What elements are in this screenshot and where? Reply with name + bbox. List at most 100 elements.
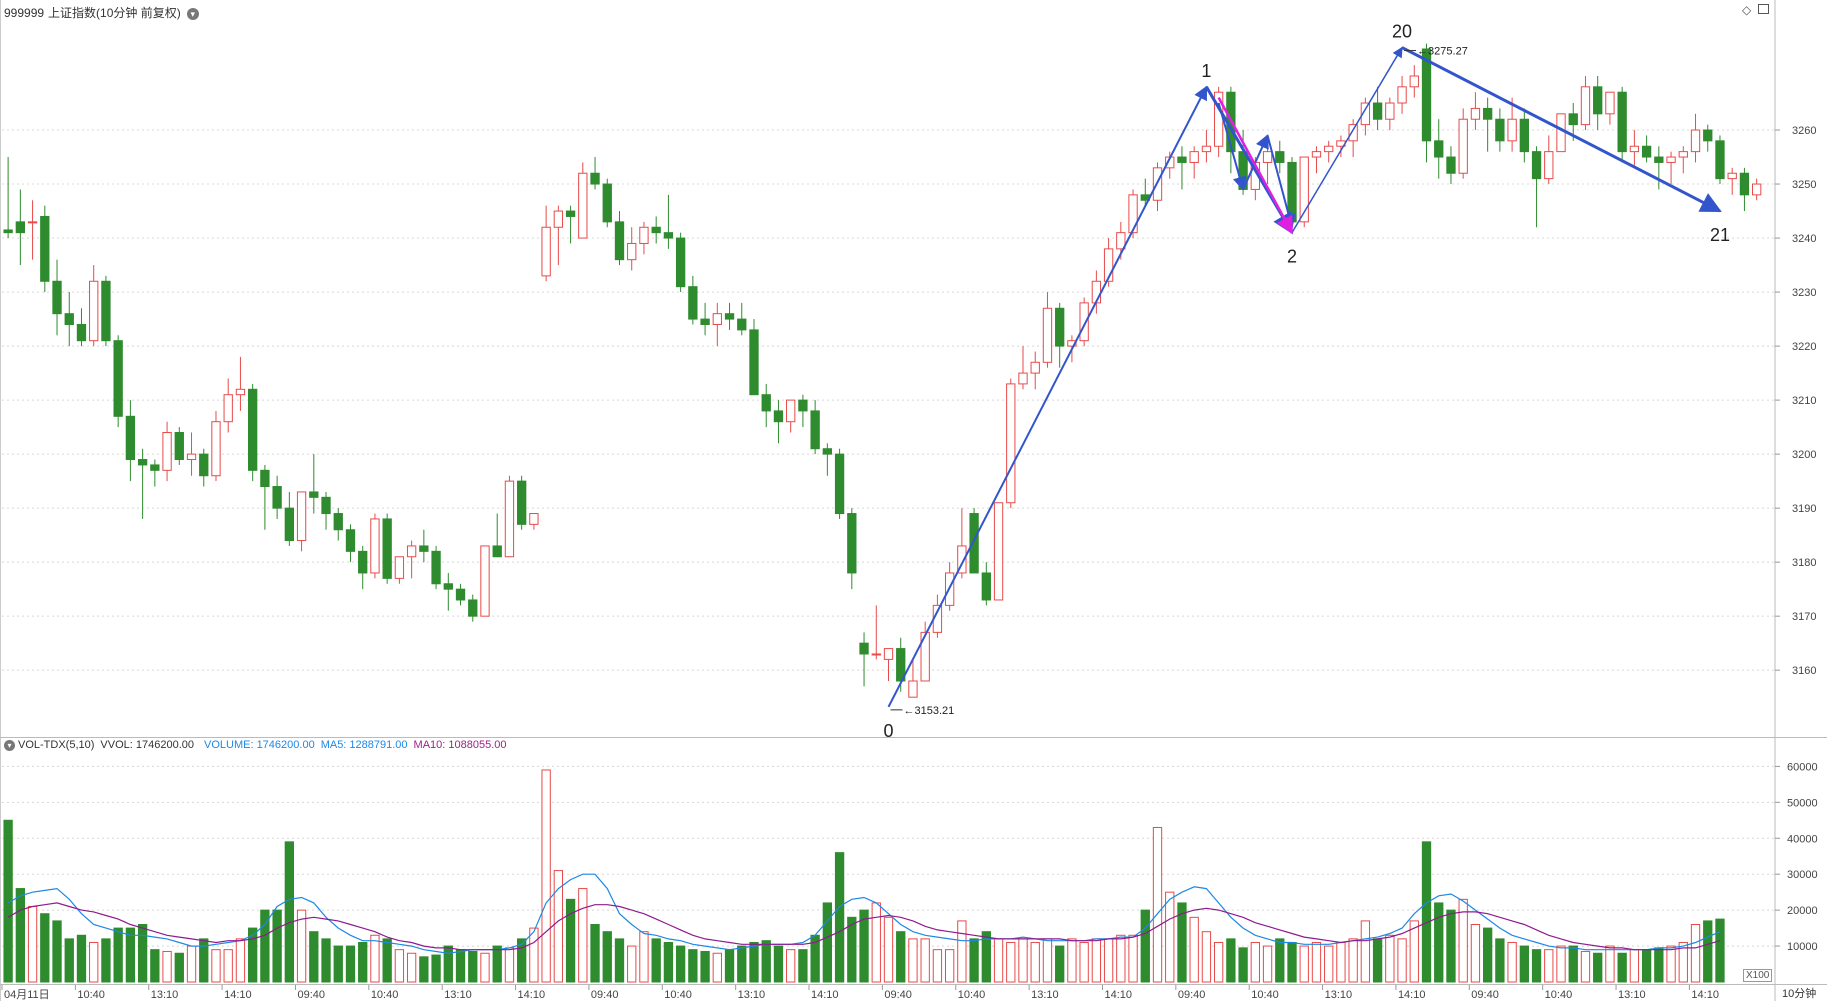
volume-bar — [443, 945, 453, 983]
volume-bar — [553, 870, 564, 983]
candle-body — [1434, 140, 1444, 158]
candle-body — [712, 313, 722, 325]
candle-body — [1324, 145, 1334, 153]
volume-bar — [1250, 941, 1260, 983]
volume-bar — [590, 924, 600, 983]
diamond-icon[interactable]: ◇ — [1742, 3, 1752, 17]
candle-body — [3, 229, 13, 234]
candle-body — [553, 210, 564, 228]
candle-body — [1727, 172, 1737, 180]
candle-body — [1128, 194, 1138, 234]
volume-bar — [1213, 941, 1224, 983]
wave-point-label: 20 — [1392, 22, 1412, 42]
volume-bar — [798, 949, 808, 983]
volume-tick-label: 20000 — [1787, 905, 1818, 917]
candle-body — [1739, 172, 1750, 196]
volume-bar — [1238, 947, 1248, 983]
volume-collapse-icon[interactable]: ▾ — [4, 740, 15, 751]
candle-body — [1042, 307, 1053, 363]
vvol-value: VVOL: 1746200.00 — [100, 739, 194, 751]
candle-body — [1116, 232, 1126, 250]
volume-bar — [822, 902, 833, 983]
volume-bar — [1140, 909, 1150, 983]
candle-body — [749, 329, 759, 396]
volume-bar — [737, 945, 747, 983]
volume-bar — [1103, 938, 1114, 983]
candle-body — [480, 545, 490, 617]
volume-bar — [382, 938, 392, 983]
title-dropdown-icon[interactable]: ▾ — [186, 7, 199, 20]
price-tick-label: 3260 — [1792, 125, 1816, 137]
time-tick-label: 09:40 — [297, 989, 325, 1001]
time-tick-label: 13:10 — [738, 989, 766, 1001]
candle-body — [1067, 340, 1077, 347]
candle-body — [1703, 129, 1713, 142]
panel-toggle-icon[interactable] — [1758, 4, 1769, 14]
candle-body — [1507, 118, 1517, 142]
candle-body — [565, 210, 576, 217]
volume-bar — [578, 888, 588, 983]
candle-body — [651, 226, 661, 234]
volume-bar — [724, 949, 735, 983]
candle-body — [1372, 102, 1383, 120]
volume-bar — [993, 938, 1004, 983]
candle-body — [235, 388, 246, 396]
candle-body — [957, 545, 967, 574]
volume-bar — [89, 941, 99, 983]
time-tick-label: 13:10 — [1325, 989, 1353, 1001]
volume-bar — [1360, 920, 1371, 983]
volume-bar — [76, 934, 87, 983]
sub-wave-arrow — [1242, 134, 1269, 190]
volume-bar — [883, 916, 894, 983]
candle-body — [137, 459, 148, 466]
price-tick-label: 3240 — [1792, 233, 1816, 245]
volume-tick-label: 30000 — [1787, 869, 1818, 881]
price-annotation: ←3275.27 — [1417, 46, 1468, 58]
price-tick-label: 3180 — [1792, 557, 1816, 569]
volume-bar — [969, 938, 979, 983]
volume-bar — [284, 841, 295, 983]
candle-body — [590, 172, 600, 185]
price-annotation: ←3153.21 — [904, 705, 955, 717]
wave-point-label: 21 — [1710, 225, 1730, 245]
candle-body — [1360, 102, 1371, 126]
candle-body — [883, 648, 894, 660]
candle-body — [76, 323, 87, 342]
candle-body — [908, 680, 918, 698]
candle-body — [981, 572, 991, 601]
candle-body — [761, 394, 771, 412]
candle-body — [1617, 91, 1627, 153]
volume-bar — [1531, 949, 1542, 983]
volume-bar — [847, 916, 857, 983]
volume-bar — [1519, 945, 1529, 983]
volume-bar — [1128, 934, 1138, 983]
time-tick-label: 14:10 — [1104, 989, 1132, 1001]
volume-bar — [1165, 891, 1175, 983]
volume-bar — [1458, 898, 1468, 983]
volume-bar — [565, 898, 576, 983]
volume-bar — [627, 945, 637, 983]
candle-body — [1458, 118, 1468, 174]
volume-bar — [370, 934, 380, 983]
volume-bar — [1641, 949, 1652, 983]
wave-point-label: 0 — [883, 721, 893, 741]
candle-body — [1177, 156, 1187, 163]
volume-bar — [614, 938, 625, 983]
sub-wave-arrow — [1217, 102, 1247, 191]
candle-body — [1446, 156, 1456, 174]
volume-bar — [333, 945, 343, 983]
candle-body — [700, 318, 710, 325]
volume-bar — [309, 931, 319, 983]
candle-body — [1580, 86, 1591, 126]
volume-bar — [150, 949, 160, 983]
volume-bar — [272, 909, 282, 983]
candle-body — [639, 226, 649, 244]
period-label[interactable]: 10分钟 — [1782, 988, 1817, 1000]
candle-body — [1189, 151, 1199, 163]
volume-bar — [1348, 938, 1358, 983]
price-tick-label: 3170 — [1792, 611, 1816, 623]
volume-bar — [480, 952, 490, 983]
volume-bar — [896, 931, 906, 983]
candle-body — [321, 496, 331, 515]
candle-body — [1397, 86, 1407, 104]
